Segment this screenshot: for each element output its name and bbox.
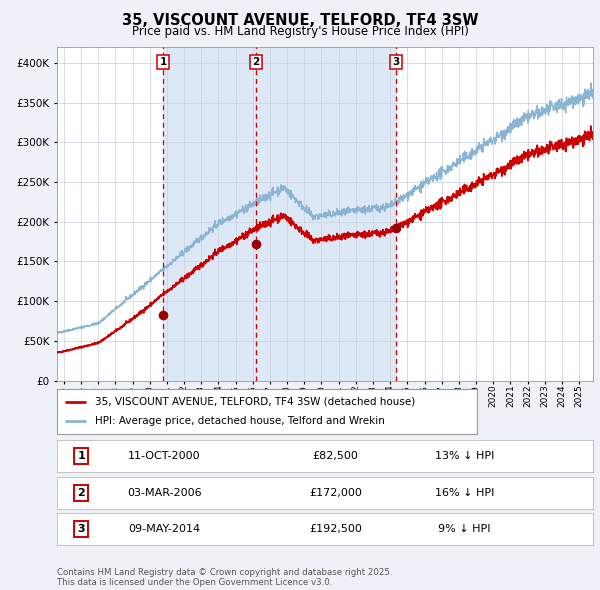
Text: 35, VISCOUNT AVENUE, TELFORD, TF4 3SW: 35, VISCOUNT AVENUE, TELFORD, TF4 3SW xyxy=(122,13,478,28)
Text: £82,500: £82,500 xyxy=(313,451,359,461)
Text: 35, VISCOUNT AVENUE, TELFORD, TF4 3SW (detached house): 35, VISCOUNT AVENUE, TELFORD, TF4 3SW (d… xyxy=(95,397,415,407)
Point xyxy=(251,240,260,249)
Text: 1: 1 xyxy=(160,57,167,67)
Text: 3: 3 xyxy=(77,525,85,534)
Text: £172,000: £172,000 xyxy=(309,488,362,497)
Text: 13% ↓ HPI: 13% ↓ HPI xyxy=(434,451,494,461)
Text: 11-OCT-2000: 11-OCT-2000 xyxy=(128,451,200,461)
Bar xyxy=(256,47,397,381)
Text: Price paid vs. HM Land Registry's House Price Index (HPI): Price paid vs. HM Land Registry's House … xyxy=(131,25,469,38)
Text: Contains HM Land Registry data © Crown copyright and database right 2025.
This d: Contains HM Land Registry data © Crown c… xyxy=(57,568,392,587)
Text: £192,500: £192,500 xyxy=(309,525,362,534)
Text: 2: 2 xyxy=(77,488,85,497)
Text: 03-MAR-2006: 03-MAR-2006 xyxy=(127,488,202,497)
Point xyxy=(392,223,401,232)
Text: HPI: Average price, detached house, Telford and Wrekin: HPI: Average price, detached house, Telf… xyxy=(95,417,385,426)
Text: 9% ↓ HPI: 9% ↓ HPI xyxy=(438,525,490,534)
Point xyxy=(158,310,168,320)
Text: 3: 3 xyxy=(393,57,400,67)
Bar xyxy=(163,47,256,381)
Text: 09-MAY-2014: 09-MAY-2014 xyxy=(128,525,200,534)
Text: 2: 2 xyxy=(252,57,259,67)
Text: 1: 1 xyxy=(77,451,85,461)
Text: 16% ↓ HPI: 16% ↓ HPI xyxy=(434,488,494,497)
